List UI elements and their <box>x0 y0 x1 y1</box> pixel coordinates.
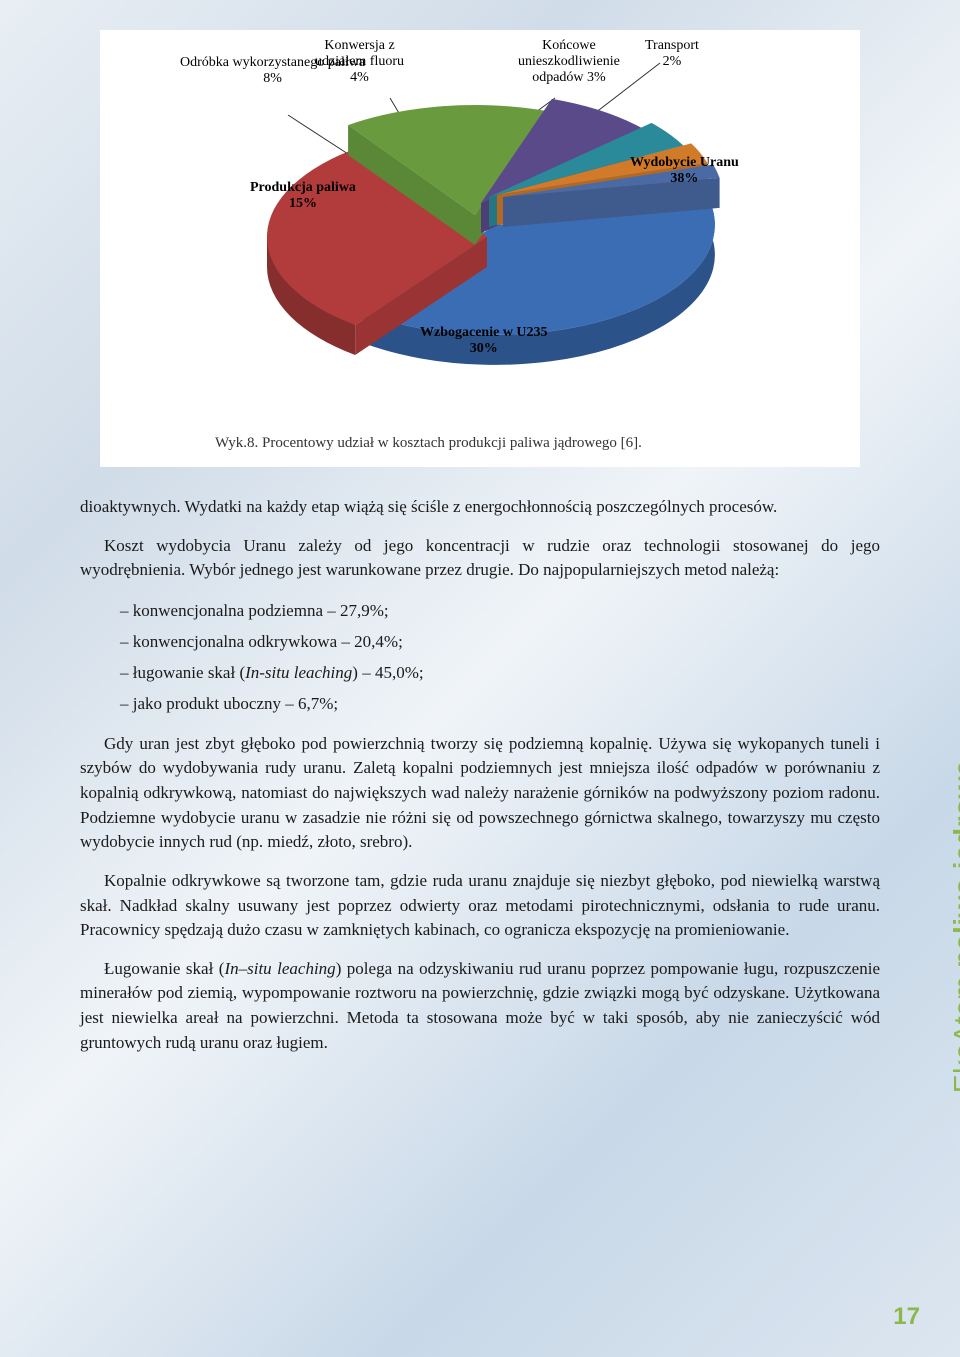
paragraph-1: dioaktywnych. Wydatki na każdy etap wiąż… <box>80 495 880 520</box>
slice-label-koncowe: Końcoweunieszkodliwienieodpadów 3% <box>518 38 620 86</box>
paragraph-4: Kopalnie odkrywkowe są tworzone tam, gdz… <box>80 869 880 943</box>
list-item: konwencjonalna podziemna – 27,9%; <box>80 597 880 624</box>
side-section-label: EkoAtom paliwo jądrowe <box>948 760 960 1093</box>
paragraph-3: Gdy uran jest zbyt głęboko pod powierzch… <box>80 732 880 855</box>
article-body: dioaktywnych. Wydatki na każdy etap wiąż… <box>80 495 880 1055</box>
methods-list: konwencjonalna podziemna – 27,9%; konwen… <box>80 597 880 718</box>
pie-chart-svg <box>115 45 845 415</box>
pie-chart: Odróbka wykorzystanego paliwa 8% Konwers… <box>100 30 860 467</box>
list-item: jako produkt uboczny – 6,7%; <box>80 690 880 717</box>
slice-label-wydobycie: Wydobycie Uranu 38% <box>630 155 739 187</box>
page-number: 17 <box>893 1303 920 1331</box>
slice-label-konwersja: Konwersja zudziałem fluoru 4% <box>315 38 404 86</box>
list-item: ługowanie skał (In-situ leaching) – 45,0… <box>80 659 880 686</box>
slice-label-transport: Transport 2% <box>645 38 699 70</box>
list-item: konwencjonalna odkrywkowa – 20,4%; <box>80 628 880 655</box>
slice-label-wzbogacenie: Wzbogacenie w U235 30% <box>420 325 548 357</box>
slice-label-produkcja: Produkcja paliwa 15% <box>250 180 356 212</box>
paragraph-5: Ługowanie skał (In–situ leaching) polega… <box>80 957 880 1056</box>
paragraph-2: Koszt wydobycia Uranu zależy od jego kon… <box>80 534 880 583</box>
chart-caption: Wyk.8. Procentowy udział w kosztach prod… <box>115 415 845 452</box>
